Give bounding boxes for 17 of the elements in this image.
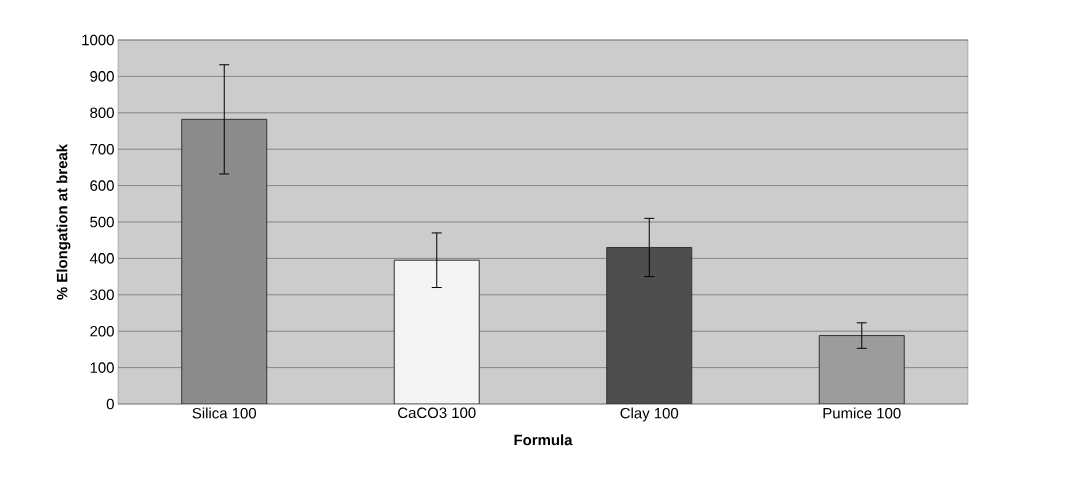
x-tick-label: CaCO3 100 — [398, 407, 476, 419]
y-tick-label: 400 — [89, 253, 114, 264]
y-tick-label: 0 — [106, 398, 114, 410]
y-tick-label: 900 — [90, 71, 114, 82]
y-tick-label: 200 — [90, 325, 114, 337]
y-axis-title: % Elongation at break — [56, 143, 71, 300]
x-tick-label: Clay 100 — [620, 407, 679, 422]
x-tick-label: Silica 100 — [192, 407, 257, 419]
y-tick-label: 700 — [90, 143, 114, 155]
y-tick-label: 100 — [90, 362, 114, 373]
y-tick-label: 300 — [90, 289, 114, 301]
y-tick-label: 500 — [90, 216, 114, 228]
y-tick-label: 800 — [90, 107, 114, 119]
x-tick-label: Pumice 100 — [823, 407, 901, 419]
y-tick-label: 600 — [90, 180, 114, 191]
x-axis-title: Formula — [514, 434, 573, 446]
y-tick-label: 1000 — [82, 34, 114, 46]
